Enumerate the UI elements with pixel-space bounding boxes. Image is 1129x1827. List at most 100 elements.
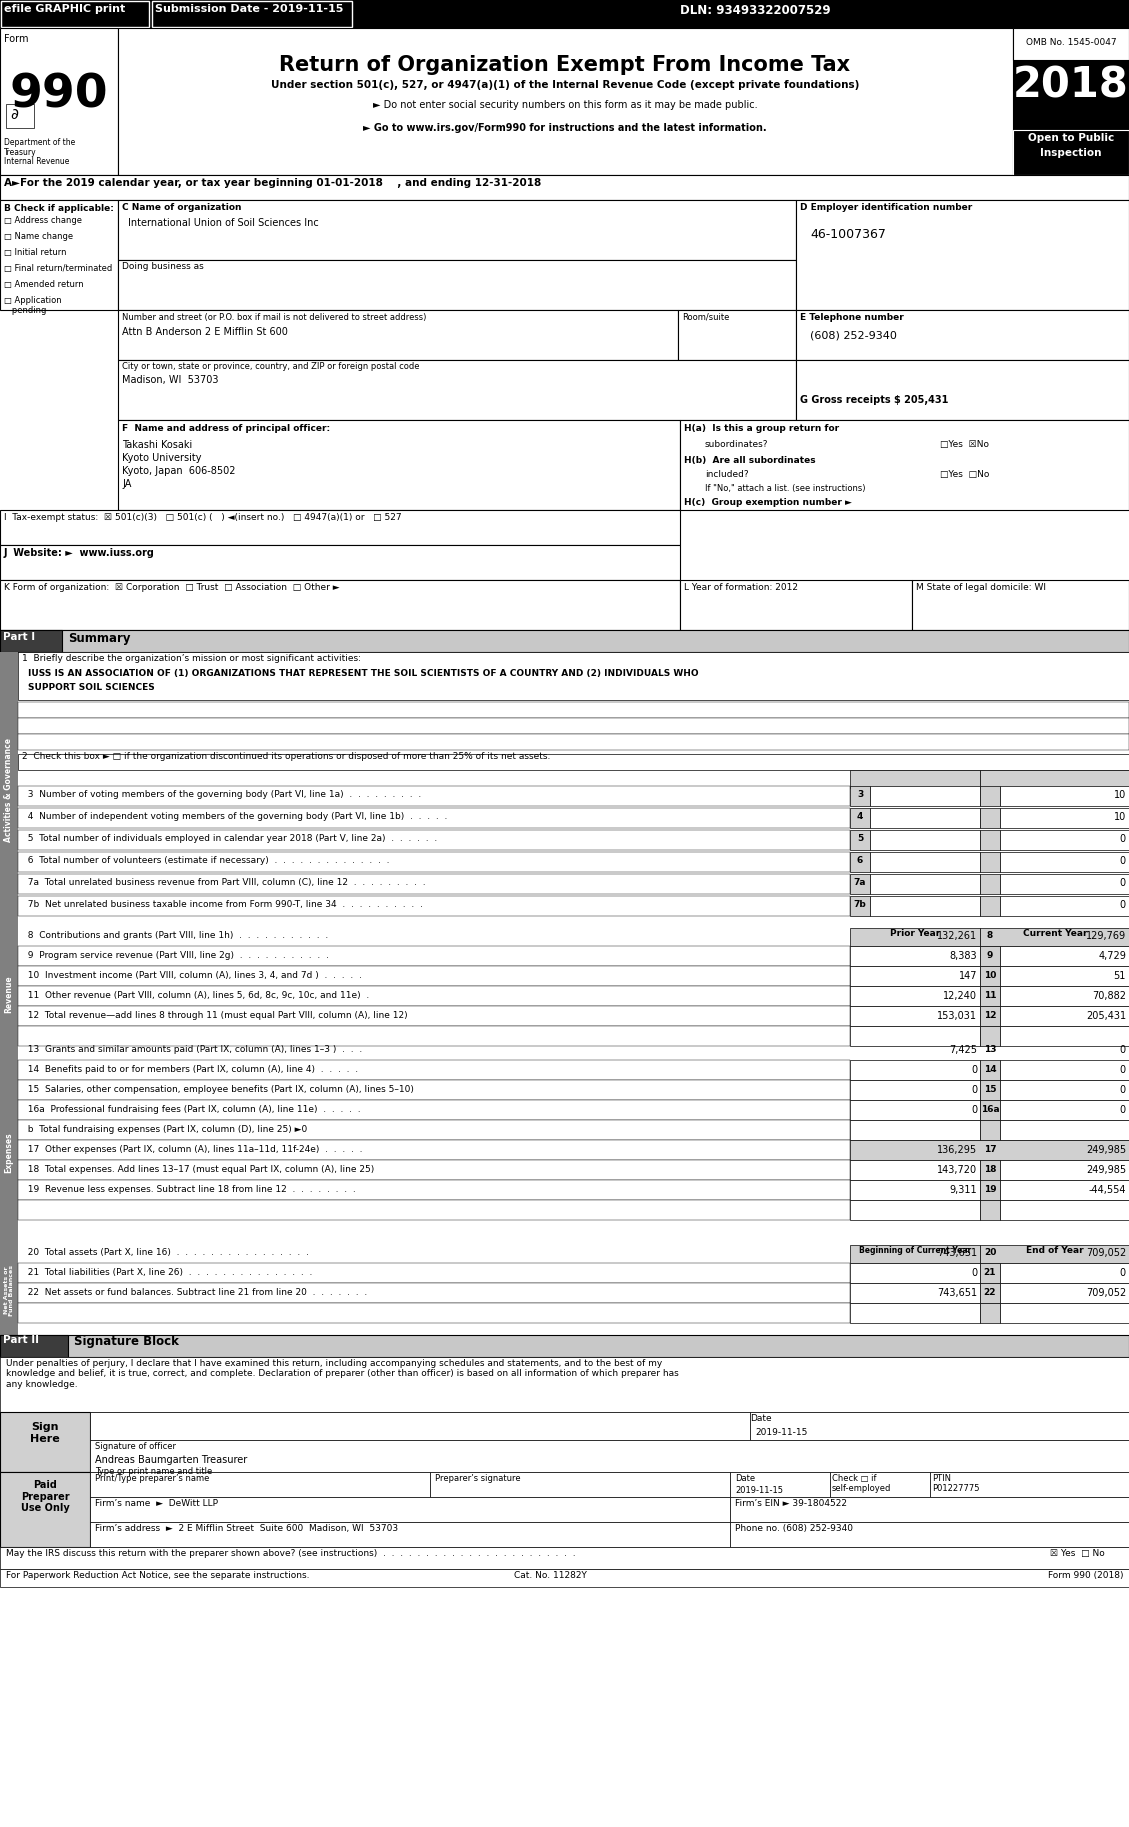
Text: □ Name change: □ Name change xyxy=(5,232,73,241)
Text: □ Application
   pending: □ Application pending xyxy=(5,296,62,316)
Bar xyxy=(1000,946,1129,966)
Text: 249,985: 249,985 xyxy=(1086,1146,1126,1155)
Bar xyxy=(980,1060,1000,1080)
Text: 20  Total assets (Part X, line 16)  .  .  .  .  .  .  .  .  .  .  .  .  .  .  . : 20 Total assets (Part X, line 16) . . . … xyxy=(21,1248,309,1257)
Text: 132,261: 132,261 xyxy=(937,932,977,941)
Bar xyxy=(870,851,980,871)
Bar xyxy=(730,1496,1129,1522)
Bar xyxy=(850,895,870,915)
Bar xyxy=(0,199,119,311)
Text: 13: 13 xyxy=(983,1045,996,1054)
Bar xyxy=(18,873,850,893)
Text: 3  Number of voting members of the governing body (Part VI, line 1a)  .  .  .  .: 3 Number of voting members of the govern… xyxy=(21,789,421,798)
Text: Kyoto University: Kyoto University xyxy=(122,453,201,462)
Text: 4,729: 4,729 xyxy=(1099,952,1126,961)
Bar xyxy=(0,1060,18,1244)
Bar xyxy=(930,1473,1129,1496)
Bar xyxy=(18,1140,850,1160)
Text: L Year of formation: 2012: L Year of formation: 2012 xyxy=(684,583,798,592)
Text: 11: 11 xyxy=(983,990,996,999)
Text: D Employer identification number: D Employer identification number xyxy=(800,203,972,212)
Bar xyxy=(0,579,680,630)
Text: K Form of organization:  ☒ Corporation  □ Trust  □ Association  □ Other ►: K Form of organization: ☒ Corporation □ … xyxy=(5,583,340,592)
Bar xyxy=(0,928,18,1060)
Text: H(c)  Group exemption number ►: H(c) Group exemption number ► xyxy=(684,499,852,508)
Text: 143,720: 143,720 xyxy=(937,1166,977,1175)
Bar xyxy=(730,1522,1129,1547)
Bar xyxy=(980,966,1000,987)
Text: Beginning of Current Year: Beginning of Current Year xyxy=(859,1246,971,1255)
Bar xyxy=(119,420,796,424)
Bar xyxy=(18,1120,850,1140)
Text: Cat. No. 11282Y: Cat. No. 11282Y xyxy=(514,1571,586,1580)
Text: 0: 0 xyxy=(971,1085,977,1094)
Bar xyxy=(0,1412,90,1473)
Text: 19  Revenue less expenses. Subtract line 18 from line 12  .  .  .  .  .  .  .  .: 19 Revenue less expenses. Subtract line … xyxy=(21,1186,356,1195)
Text: Summary: Summary xyxy=(68,632,131,645)
Text: 6  Total number of volunteers (estimate if necessary)  .  .  .  .  .  .  .  .  .: 6 Total number of volunteers (estimate i… xyxy=(21,857,390,864)
Text: □Yes  ☒No: □Yes ☒No xyxy=(940,440,989,449)
Text: Room/suite: Room/suite xyxy=(682,312,729,322)
Bar xyxy=(0,1336,1129,1357)
Bar xyxy=(850,1303,980,1323)
Bar xyxy=(1000,1060,1129,1080)
Bar xyxy=(850,1027,980,1047)
Text: 21: 21 xyxy=(983,1268,996,1277)
Text: self-employed: self-employed xyxy=(832,1484,892,1493)
Bar xyxy=(796,360,1129,420)
Text: 249,985: 249,985 xyxy=(1086,1166,1126,1175)
Bar xyxy=(152,2,352,27)
Text: 14  Benefits paid to or for members (Part IX, column (A), line 4)  .  .  .  .  .: 14 Benefits paid to or for members (Part… xyxy=(21,1065,358,1074)
Text: □Yes  □No: □Yes □No xyxy=(940,470,989,479)
Bar xyxy=(119,259,796,311)
Text: End of Year: End of Year xyxy=(1026,1246,1084,1255)
Bar xyxy=(850,1244,980,1262)
Text: Firm’s address  ►  2 E Mifflin Street  Suite 600  Madison, WI  53703: Firm’s address ► 2 E Mifflin Street Suit… xyxy=(95,1524,399,1533)
Text: P01227775: P01227775 xyxy=(933,1484,980,1493)
Bar xyxy=(1000,1303,1129,1323)
Text: 2018: 2018 xyxy=(1013,66,1129,108)
Text: b  Total fundraising expenses (Part IX, column (D), line 25) ►0: b Total fundraising expenses (Part IX, c… xyxy=(21,1125,307,1135)
Bar xyxy=(0,0,1129,27)
Text: For Paperwork Reduction Act Notice, see the separate instructions.: For Paperwork Reduction Act Notice, see … xyxy=(6,1571,309,1580)
Text: Form 990 (2018): Form 990 (2018) xyxy=(1048,1571,1123,1580)
Text: 4: 4 xyxy=(857,811,864,820)
Bar xyxy=(870,808,980,828)
Text: 0: 0 xyxy=(1120,1065,1126,1074)
Bar xyxy=(18,851,850,871)
Text: 709,052: 709,052 xyxy=(1086,1248,1126,1259)
Bar xyxy=(0,1244,18,1336)
Text: Signature Block: Signature Block xyxy=(75,1336,178,1348)
Bar xyxy=(1013,27,1129,60)
Text: 11  Other revenue (Part VIII, column (A), lines 5, 6d, 8c, 9c, 10c, and 11e)  .: 11 Other revenue (Part VIII, column (A),… xyxy=(21,990,369,999)
Bar xyxy=(980,873,1000,893)
Bar xyxy=(830,1473,930,1496)
Text: □ Final return/terminated: □ Final return/terminated xyxy=(5,263,112,272)
Text: 7b: 7b xyxy=(854,901,866,910)
Bar xyxy=(18,1303,850,1323)
Text: 3: 3 xyxy=(857,789,864,798)
Bar xyxy=(680,420,1129,510)
Text: 15: 15 xyxy=(983,1085,996,1094)
Text: 6: 6 xyxy=(857,857,864,864)
Bar xyxy=(0,630,1129,652)
Text: □ Initial return: □ Initial return xyxy=(5,248,67,258)
Text: 743,651: 743,651 xyxy=(937,1288,977,1297)
Text: Expenses: Expenses xyxy=(5,1133,14,1173)
Bar xyxy=(1000,895,1129,915)
Bar xyxy=(850,851,870,871)
Bar xyxy=(90,1440,1129,1473)
Bar xyxy=(980,851,1000,871)
Bar xyxy=(18,1160,850,1180)
Bar xyxy=(850,1262,980,1283)
Text: Under section 501(c), 527, or 4947(a)(1) of the Internal Revenue Code (except pr: Under section 501(c), 527, or 4947(a)(1)… xyxy=(271,80,859,90)
Text: May the IRS discuss this return with the preparer shown above? (see instructions: May the IRS discuss this return with the… xyxy=(6,1549,576,1558)
Text: A►For the 2019 calendar year, or tax year beginning 01-01-2018    , and ending 1: A►For the 2019 calendar year, or tax yea… xyxy=(5,177,541,188)
Text: 12,240: 12,240 xyxy=(943,990,977,1001)
Text: 22  Net assets or fund balances. Subtract line 21 from line 20  .  .  .  .  .  .: 22 Net assets or fund balances. Subtract… xyxy=(21,1288,367,1297)
Text: Andreas Baumgarten Treasurer: Andreas Baumgarten Treasurer xyxy=(95,1454,247,1465)
Bar xyxy=(1000,786,1129,806)
Text: Activities & Governance: Activities & Governance xyxy=(5,738,14,842)
Text: 70,882: 70,882 xyxy=(1092,990,1126,1001)
Bar xyxy=(679,311,796,360)
